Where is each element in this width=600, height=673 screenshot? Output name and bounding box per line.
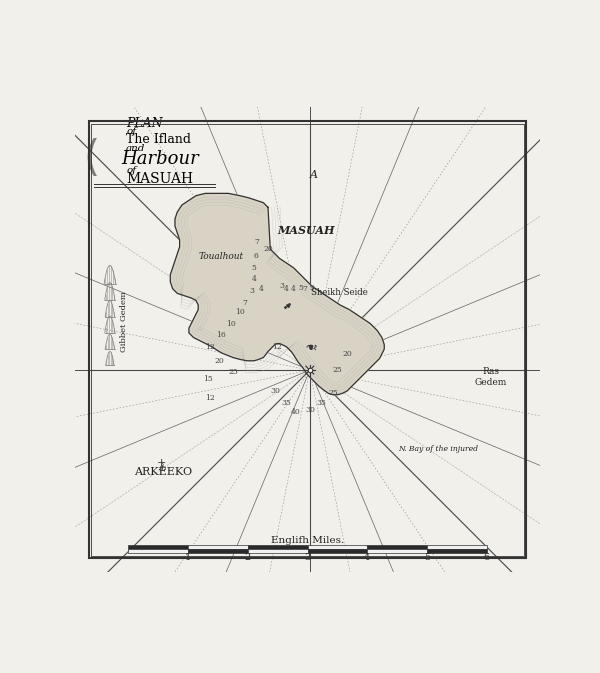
Text: A: A: [310, 170, 317, 180]
Text: 20: 20: [214, 357, 224, 365]
Text: 9: 9: [310, 284, 314, 292]
Text: 12: 12: [205, 394, 215, 402]
Text: Harbour: Harbour: [121, 151, 199, 168]
Text: of: of: [126, 127, 136, 136]
Text: 40: 40: [291, 408, 301, 416]
Text: 15: 15: [203, 376, 212, 384]
Text: 25: 25: [228, 368, 238, 376]
Text: of: of: [126, 166, 136, 174]
Text: 12: 12: [272, 343, 282, 351]
Text: MASUAH: MASUAH: [126, 172, 193, 186]
Text: 10: 10: [226, 320, 236, 328]
Bar: [308, 545, 367, 549]
Polygon shape: [170, 193, 384, 395]
Text: 1: 1: [185, 553, 191, 562]
Text: 4: 4: [284, 285, 289, 293]
Text: 4: 4: [291, 285, 296, 293]
Text: PLAN: PLAN: [126, 117, 163, 130]
Bar: [188, 549, 248, 553]
Text: ❧: ❧: [304, 337, 316, 352]
Text: 3: 3: [280, 283, 284, 290]
Text: 6: 6: [254, 252, 259, 260]
Text: and: and: [126, 144, 146, 153]
Text: 7: 7: [303, 285, 308, 293]
Text: 20: 20: [342, 350, 352, 358]
Text: 4: 4: [259, 285, 263, 293]
Bar: [427, 545, 487, 549]
Text: 30: 30: [270, 387, 280, 395]
Text: 5: 5: [251, 264, 256, 272]
Text: Sheikh Seide: Sheikh Seide: [311, 289, 368, 297]
Text: (: (: [83, 139, 100, 180]
Text: Englifh Miles.: Englifh Miles.: [271, 536, 344, 545]
Text: 12: 12: [205, 343, 215, 351]
Text: 7: 7: [254, 238, 259, 246]
Bar: [248, 545, 308, 549]
Text: 2: 2: [245, 553, 251, 562]
Bar: [248, 549, 308, 553]
Text: 4: 4: [364, 553, 370, 562]
Bar: [367, 545, 427, 549]
Text: 25: 25: [328, 390, 338, 397]
Text: 35: 35: [317, 398, 326, 406]
Bar: [308, 549, 367, 553]
Text: MASUAH: MASUAH: [277, 225, 335, 236]
Text: 5: 5: [298, 284, 303, 292]
Text: 25: 25: [333, 366, 343, 374]
Text: 35: 35: [281, 398, 292, 406]
Text: The Ifland: The Ifland: [126, 133, 191, 147]
Text: Ras
Gedem: Ras Gedem: [475, 367, 508, 387]
Text: 5: 5: [424, 553, 430, 562]
Text: 3: 3: [304, 553, 311, 562]
Text: +: +: [157, 458, 166, 468]
Text: 20: 20: [263, 245, 273, 253]
Bar: [188, 545, 248, 549]
Bar: [367, 549, 427, 553]
Text: 3: 3: [249, 287, 254, 295]
Text: N. Bay of the injured: N. Bay of the injured: [398, 445, 478, 453]
Text: Gibbet Gedem: Gibbet Gedem: [120, 291, 128, 351]
Bar: [128, 549, 188, 553]
Text: 10: 10: [235, 308, 245, 316]
Text: 6: 6: [484, 553, 490, 562]
Text: 7: 7: [242, 299, 247, 307]
Bar: [128, 545, 188, 549]
Text: ⚓: ⚓: [157, 463, 166, 472]
Bar: [427, 549, 487, 553]
Text: 4: 4: [251, 275, 256, 283]
Text: 16: 16: [217, 331, 226, 339]
Text: 30: 30: [305, 406, 315, 414]
Text: Toualhout: Toualhout: [199, 252, 244, 260]
Text: ARKEEKO: ARKEEKO: [134, 467, 193, 477]
